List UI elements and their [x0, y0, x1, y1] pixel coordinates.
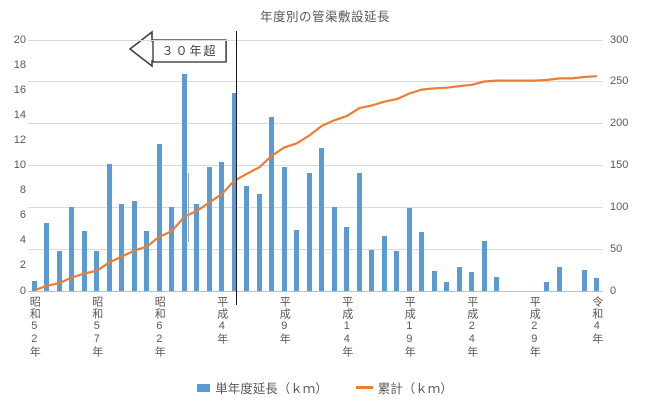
right-axis-tick-label: 100 [610, 200, 629, 213]
bar [581, 269, 587, 291]
left-axis-tick-label: 10 [13, 159, 26, 171]
thirty-years-arrow-annotation: ３０年超 [128, 30, 228, 68]
x-axis-tick-label: 昭和62年 [153, 296, 166, 358]
bar [81, 230, 87, 291]
bar [494, 277, 500, 291]
bar [381, 235, 387, 291]
gridline [28, 248, 603, 250]
bar [456, 267, 462, 291]
x-axis-tick-label: 平成19年 [403, 296, 416, 358]
left-axis-tick-label: 18 [13, 58, 26, 71]
left-axis-tick-label: 4 [19, 234, 26, 247]
bar [269, 116, 275, 291]
chart-title: 年度別の管渠敷設延長 [259, 10, 390, 24]
legend-label: 累計（ｋｍ） [377, 382, 453, 396]
bar [481, 240, 487, 291]
bar [169, 206, 175, 291]
right-axis-tick-label: 150 [610, 159, 629, 171]
left-axis-tick-label: 6 [19, 209, 26, 222]
thirty-year-divider-line [236, 31, 238, 305]
gridline [28, 39, 603, 41]
bar [306, 173, 312, 291]
left-axis-tick-label: 16 [13, 83, 26, 96]
chart-legend: 単年度延長（ｋｍ） 累計（ｋｍ） [0, 378, 650, 397]
left-axis-tick-label: 14 [13, 108, 26, 121]
bar [594, 278, 600, 291]
bar [156, 144, 162, 291]
bar [31, 280, 37, 291]
bar [56, 250, 62, 291]
right-axis-tick-label: 50 [610, 242, 623, 255]
arrow-label: ３０年超 [161, 44, 218, 58]
bar [344, 226, 350, 291]
bar [556, 267, 562, 291]
gridline [28, 206, 603, 208]
left-axis-tick-label: 20 [13, 33, 26, 46]
left-axis-tick-label: 2 [19, 259, 26, 272]
gray-line-annotation [187, 173, 189, 243]
bar [119, 204, 125, 291]
x-axis-tick-label: 昭和52年 [28, 296, 41, 358]
bar [419, 232, 425, 291]
left-axis-tick-label: 8 [19, 184, 26, 197]
x-axis-tick-label: 令和4年 [590, 296, 603, 345]
bar [294, 229, 300, 291]
bar [206, 166, 212, 291]
bar [256, 194, 262, 291]
x-axis-tick-label: 平成24年 [465, 296, 478, 358]
line-series-swatch-icon [355, 386, 373, 389]
gridline [28, 81, 603, 83]
right-axis-tick-label: 300 [610, 33, 629, 46]
bar [244, 185, 250, 291]
bar [331, 206, 337, 291]
cumulative-line-series [33, 75, 597, 292]
bar [469, 272, 475, 291]
bar [44, 223, 50, 291]
bar [131, 200, 137, 291]
bar [394, 250, 400, 291]
bar [181, 73, 187, 291]
bar [356, 173, 362, 291]
bar [431, 270, 437, 291]
bar [444, 282, 450, 291]
left-axis-tick-label: 12 [13, 133, 26, 146]
legend-item-bar-series: 単年度延長（ｋｍ） [197, 378, 328, 397]
bar [406, 208, 412, 291]
x-axis-tick-label: 平成4年 [215, 296, 228, 345]
x-axis-line [28, 291, 603, 292]
bar [219, 161, 225, 291]
bar [319, 147, 325, 291]
left-axis-tick-label: 0 [19, 284, 26, 297]
gridline [28, 165, 603, 166]
gridline [28, 123, 603, 125]
bar [144, 230, 150, 291]
x-axis-tick-label: 平成9年 [278, 296, 291, 345]
bar [281, 166, 287, 291]
legend-item-line-series: 累計（ｋｍ） [355, 378, 453, 397]
right-axis-tick-label: 200 [610, 117, 629, 130]
bar [106, 164, 112, 291]
right-axis-tick-label: 250 [610, 75, 629, 88]
bar [369, 249, 375, 291]
bar-series-swatch-icon [197, 383, 211, 392]
bar [194, 204, 200, 291]
legend-label: 単年度延長（ｋｍ） [215, 382, 328, 396]
bar [94, 250, 100, 291]
x-axis-tick-label: 平成29年 [528, 296, 541, 358]
bar [544, 282, 550, 291]
bar [69, 206, 75, 291]
x-axis-tick-label: 昭和57年 [90, 296, 103, 358]
right-axis-tick-label: 0 [610, 284, 617, 297]
x-axis-tick-label: 平成14年 [340, 296, 353, 358]
